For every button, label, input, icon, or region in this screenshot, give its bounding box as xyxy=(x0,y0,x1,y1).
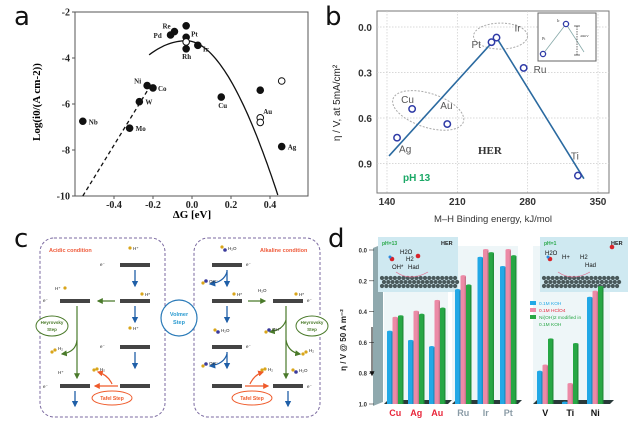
a-point-label: Rh xyxy=(182,53,191,61)
a-point-label: Mo xyxy=(136,125,147,133)
a-data-point xyxy=(149,84,157,92)
panel-label-a: a xyxy=(14,2,30,32)
a-point-label: W xyxy=(145,99,152,107)
a-data-point xyxy=(217,93,226,101)
a-point-label: Ni xyxy=(134,78,141,86)
a-xtick-label: 0.0 xyxy=(186,200,199,211)
a-plot-frame xyxy=(74,11,309,197)
a-point-label: Au xyxy=(263,108,272,116)
a-xtick-label: -0.2 xyxy=(145,200,161,211)
a-data-point xyxy=(166,31,175,39)
a-data-point xyxy=(135,97,144,106)
a-ytick-label: -8 xyxy=(62,146,70,157)
panel-label-c: c xyxy=(14,224,29,254)
a-data-point xyxy=(256,86,265,94)
a-xtick-label: 0.4 xyxy=(264,200,277,211)
a-volcano-dashed xyxy=(82,87,150,197)
a-point-label: Pd xyxy=(154,32,162,40)
a-data-point xyxy=(277,142,286,151)
a-point-label: Re xyxy=(162,23,170,31)
a-data-point xyxy=(182,22,190,30)
a-ytick-label: -6 xyxy=(62,100,70,111)
a-ytick-label: -4 xyxy=(62,54,70,65)
a-data-point xyxy=(125,124,134,132)
a-point-label: Ir xyxy=(203,45,209,53)
a-point-label: Pt xyxy=(191,30,198,38)
a-data-point xyxy=(194,41,202,50)
panel-label-d: d xyxy=(328,224,345,254)
a-ylabel: Log(i0/(A cm-2)) xyxy=(31,63,43,141)
a-data-point xyxy=(182,38,190,46)
a-data-point xyxy=(277,77,286,85)
a-point-label: Ag xyxy=(288,144,297,152)
a-data-point xyxy=(182,45,190,53)
a-point-label: Co xyxy=(158,85,167,93)
a-ytick-label: -2 xyxy=(62,8,70,19)
a-point-label: Cu xyxy=(218,102,227,110)
a-volcano-solid xyxy=(148,40,279,196)
panel-label-b: b xyxy=(325,2,342,32)
a-data-point xyxy=(79,117,87,126)
a-xtick-label: -0.4 xyxy=(106,200,122,211)
a-data-point xyxy=(256,118,265,127)
a-point-label: Nb xyxy=(89,118,98,126)
a-xtick-label: 0.2 xyxy=(225,200,238,211)
a-ytick-label: -10 xyxy=(57,192,70,203)
a-xlabel: ΔG [eV] xyxy=(173,209,211,221)
